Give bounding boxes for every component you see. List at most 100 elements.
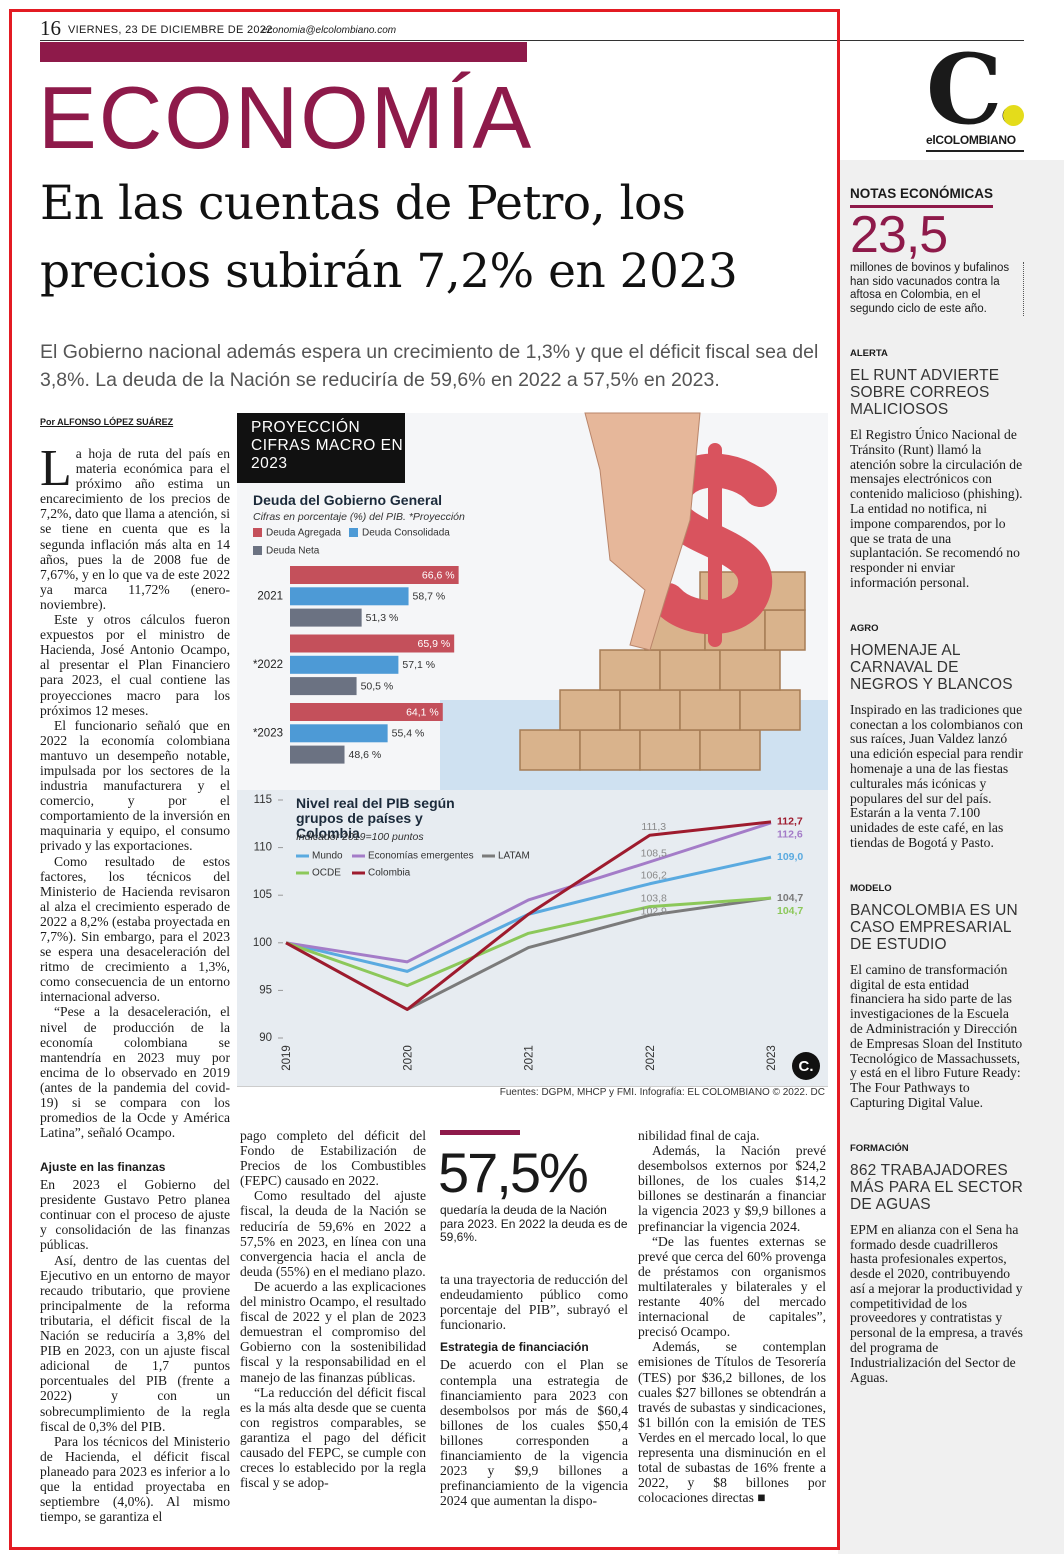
bar — [290, 587, 409, 606]
bar-chart-subtitle: Cifras en porcentaje (%) del PIB. *Proye… — [253, 511, 465, 523]
paragraph: La hoja de ruta del país en materia econ… — [40, 446, 230, 612]
paragraph: Como resultado del ajuste fiscal, la deu… — [240, 1188, 426, 1279]
line-chart-subtitle: Indicador 2019=100 puntos — [296, 831, 424, 843]
category-label: *2023 — [253, 727, 283, 739]
y-tick-label: 115 — [254, 794, 272, 806]
paragraph: Además, la Nación prevé desembolsos exte… — [638, 1143, 826, 1234]
legend-swatch — [349, 528, 358, 537]
value-label: 109,0 — [777, 851, 803, 863]
value-label: 55,4 % — [392, 728, 425, 740]
section-bar — [40, 42, 527, 62]
paragraph: “La reducción del déficit fiscal es la m… — [240, 1384, 426, 1491]
column: nibilidad final de caja. Además, la Nació… — [638, 1128, 826, 1544]
paragraph: Este y otros cálculos fueron expuestos p… — [40, 612, 230, 718]
y-tick-label: 95 — [259, 984, 272, 996]
legend-label: OCDE — [312, 868, 341, 879]
byline: Por ALFONSO LÓPEZ SUÁREZ — [40, 417, 174, 427]
series-line — [285, 896, 772, 988]
bar — [290, 677, 357, 696]
paragraph: “De las fuentes externas se prevé que ce… — [638, 1233, 826, 1340]
value-label: 64,1 % — [406, 706, 439, 718]
notes-figure: 23,5 — [850, 206, 948, 264]
value-label: 108,5 — [641, 848, 667, 860]
value-label: 51,3 % — [366, 612, 399, 624]
logo-name: elCOLOMBIANO — [926, 133, 1016, 147]
brief-title: EL RUNT ADVIERTE SOBRE CORREOS MALICIOSO… — [850, 367, 1000, 418]
bar — [290, 703, 443, 721]
paragraph: nibilidad final de caja. — [638, 1128, 760, 1143]
value-label: 48,6 % — [349, 749, 382, 761]
email: economia@elcolombiano.com — [262, 25, 397, 36]
paragraph: Como resultado de estos factores, los té… — [40, 853, 230, 1005]
date: VIERNES, 23 DE DICIEMBRE DE 2022 — [68, 24, 273, 36]
bar-chart-title: Deuda del Gobierno General — [253, 492, 443, 508]
bar — [290, 566, 459, 584]
x-tick-label: 2022 — [645, 1045, 657, 1071]
top-rule — [40, 40, 1024, 41]
paragraph: “Pese a la desaceleración, el nivel de p… — [40, 1004, 230, 1141]
pullquote-figure: 57,5% — [438, 1141, 589, 1204]
value-label: 112,6 — [777, 829, 803, 841]
subtitle: El Gobierno nacional además espera un cr… — [40, 341, 819, 391]
legend-swatch — [253, 528, 262, 537]
paragraph: Además, se contemplan emisiones de Títul… — [638, 1339, 826, 1506]
bar — [290, 634, 455, 653]
line-chart-background — [237, 790, 828, 1086]
value-label: 106,2 — [641, 870, 667, 882]
legend-label: Deuda Agregada — [266, 528, 342, 539]
y-tick-label: 110 — [254, 842, 272, 854]
series-line — [285, 821, 772, 964]
value-label: 104,7 — [777, 905, 803, 917]
pullquote-rule — [440, 1130, 520, 1135]
value-label: 111,3 — [641, 821, 666, 833]
brief-text: EPM en alianza con el Sena ha formado de… — [850, 1221, 1023, 1385]
value-label: 50,5 % — [361, 680, 394, 692]
bar — [290, 745, 345, 764]
brief-text: Inspirado en las tradiciones que conecta… — [850, 701, 1023, 850]
value-label: 66,6 % — [422, 569, 455, 581]
legend-label: LATAM — [498, 851, 530, 862]
series-line — [285, 820, 772, 1011]
notes-label: NOTAS ECONÓMICAS — [850, 186, 994, 208]
logo-badge-mark: C. — [799, 1058, 814, 1075]
infographic-title: PROYECCIÓN CIFRAS MACRO EN 2023 — [237, 413, 405, 483]
x-tick-label: 2021 — [524, 1045, 536, 1071]
paragraph: En 2023 el Gobierno del presidente Gusta… — [40, 1177, 230, 1253]
value-label: 102,9 — [641, 905, 667, 917]
x-tick-label: 2019 — [281, 1045, 293, 1071]
category-label: 2021 — [257, 590, 283, 602]
paragraph: El funcionario señaló que en 2022 la eco… — [40, 717, 230, 854]
bar — [290, 724, 388, 743]
logo-dot — [1003, 105, 1024, 126]
value-label: 57,1 % — [402, 659, 435, 671]
pullquote-text: quedaría la deuda de la Nación para 2023… — [440, 1203, 628, 1244]
paragraph: Así, dentro de las cuentas del Ejecutivo… — [40, 1252, 230, 1434]
paragraph: pago completo del déficit del Fondo de E… — [240, 1128, 426, 1189]
y-tick-label: 105 — [253, 889, 272, 901]
notes-text: millones de bovinos y bufalinos han sido… — [850, 262, 1024, 316]
x-tick-label: 2023 — [766, 1045, 778, 1071]
legend-label: Economías emergentes — [368, 851, 474, 862]
bar — [290, 655, 399, 674]
value-label: 112,7 — [777, 816, 803, 828]
brief-tag: AGRO — [850, 622, 879, 634]
subhead: Estrategia de financiación — [440, 1340, 589, 1355]
legend-swatch — [253, 546, 262, 555]
value-label: 104,7 — [777, 892, 803, 904]
x-tick-label: 2020 — [402, 1045, 414, 1071]
legend-label: Mundo — [312, 851, 343, 862]
logo-mark: C. — [926, 33, 1028, 146]
column: La hoja de ruta del país en materia econ… — [40, 446, 230, 1146]
brief-tag: FORMACIÓN — [850, 1142, 909, 1154]
value-label: 65,9 % — [417, 638, 450, 650]
paragraph: ta una trayectoria de reducción del ende… — [440, 1272, 628, 1333]
y-tick-label: 90 — [259, 1032, 272, 1044]
brief-text: El Registro Único Nacional de Tránsito (… — [850, 427, 1023, 590]
brief-title: HOMENAJE AL CARNAVAL DE NEGROS Y BLANCOS — [850, 641, 1013, 693]
value-label: 58,7 % — [413, 591, 446, 603]
value-label: 103,8 — [641, 892, 667, 904]
brief-tag: ALERTA — [850, 348, 888, 359]
paragraph: De acuerdo a las explicaciones del minis… — [240, 1278, 426, 1385]
